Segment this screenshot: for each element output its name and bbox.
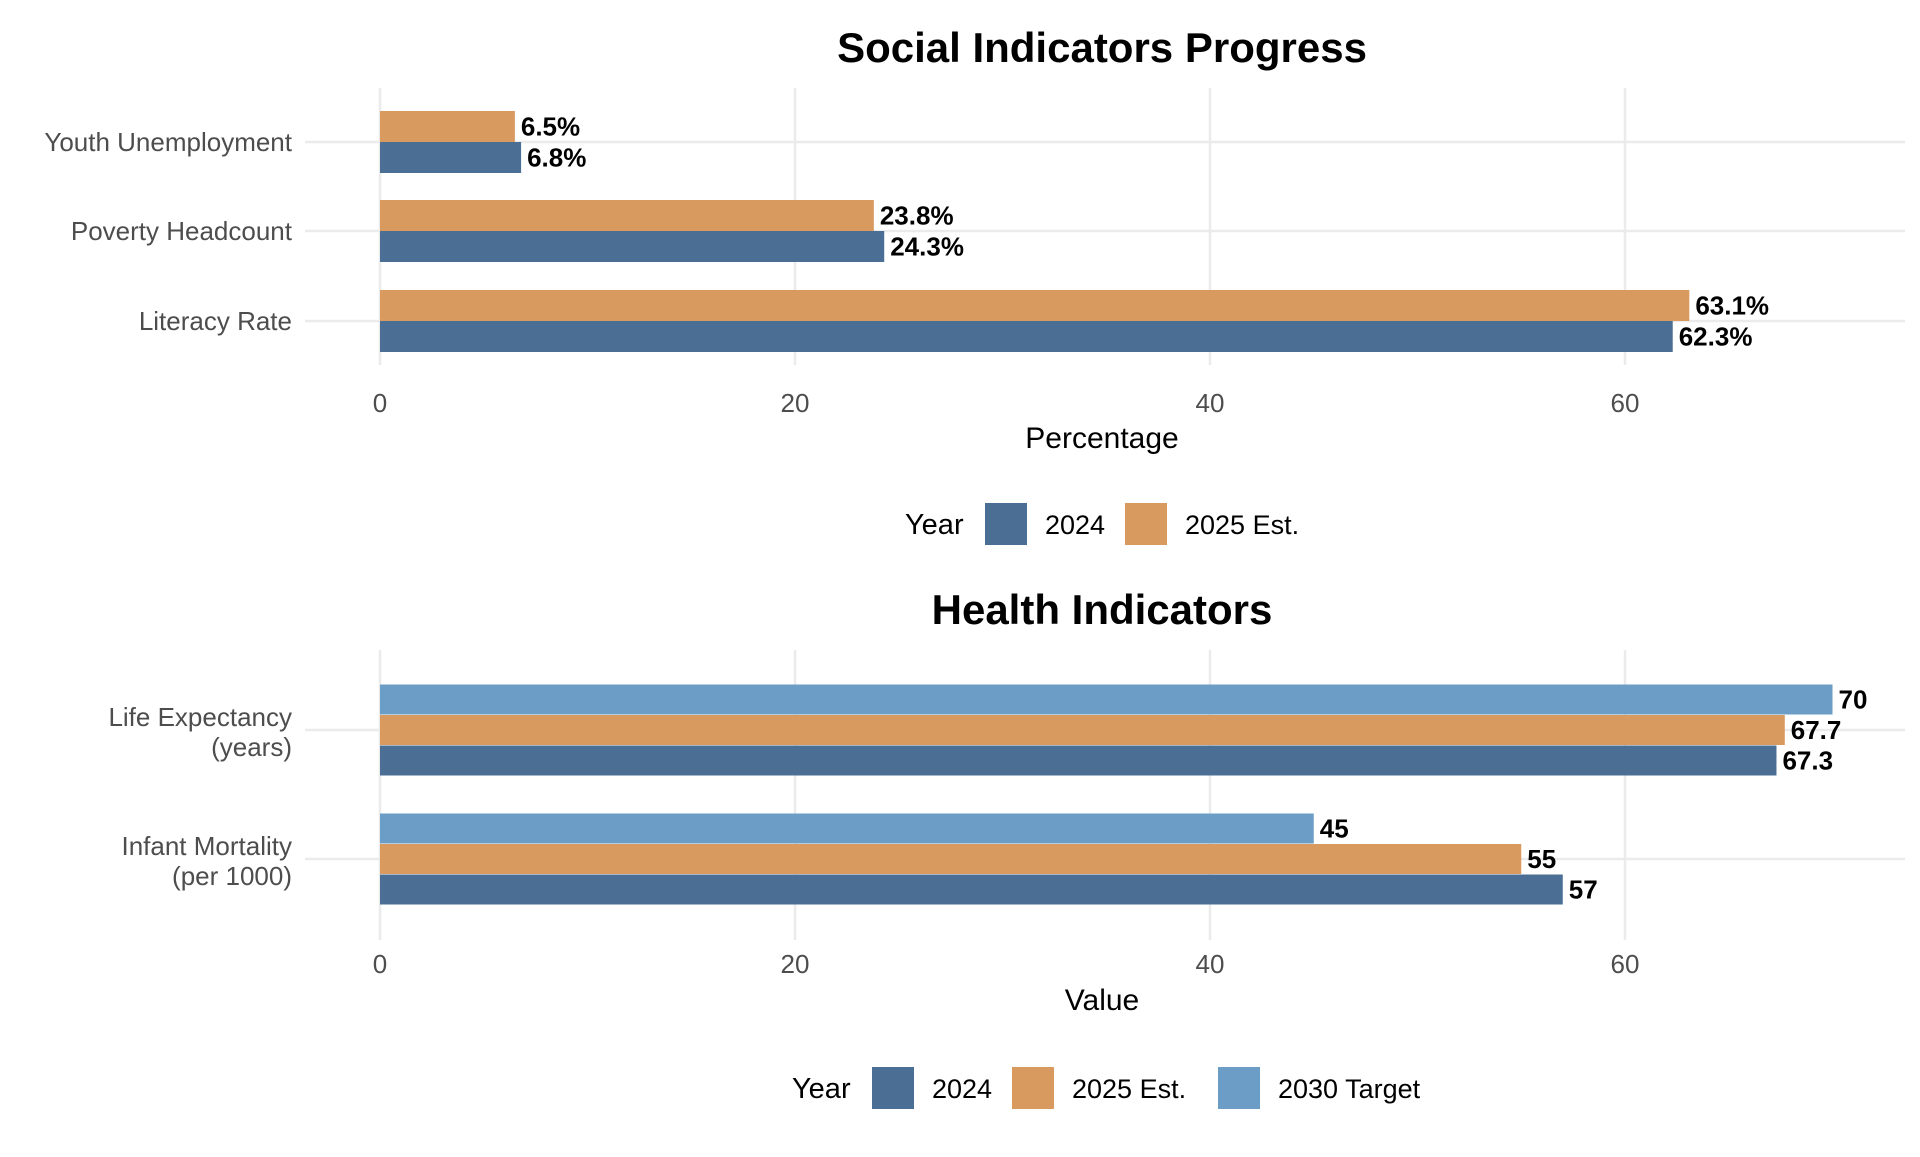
x-tick-label: 40 bbox=[1196, 949, 1225, 979]
bar bbox=[380, 231, 885, 262]
data-label: 6.5% bbox=[521, 112, 580, 142]
category-label: Youth Unemployment bbox=[44, 127, 292, 157]
bar bbox=[380, 874, 1563, 905]
data-label: 67.7 bbox=[1791, 715, 1842, 745]
data-label: 23.8% bbox=[880, 201, 954, 231]
legend-label: 2030 Target bbox=[1278, 1074, 1421, 1104]
category-label: Infant Mortality bbox=[121, 831, 292, 861]
bar bbox=[380, 142, 522, 173]
category-label: Poverty Headcount bbox=[71, 216, 293, 246]
data-label: 6.8% bbox=[527, 143, 586, 173]
data-label: 45 bbox=[1320, 814, 1349, 844]
bar bbox=[380, 844, 1522, 874]
x-tick-label: 60 bbox=[1611, 388, 1640, 418]
x-tick-label: 40 bbox=[1196, 388, 1225, 418]
category-label: (years) bbox=[211, 732, 292, 762]
data-label: 67.3 bbox=[1782, 746, 1833, 776]
data-label: 70 bbox=[1839, 685, 1868, 715]
x-tick-label: 0 bbox=[373, 388, 387, 418]
legend-label: 2024 bbox=[932, 1074, 992, 1104]
data-label: 63.1% bbox=[1695, 291, 1769, 321]
x-tick-label: 60 bbox=[1611, 949, 1640, 979]
legend-swatch bbox=[985, 503, 1027, 545]
legend-label: 2024 bbox=[1045, 510, 1105, 540]
bar bbox=[380, 290, 1690, 321]
bar bbox=[380, 111, 515, 142]
category-label: (per 1000) bbox=[172, 861, 292, 891]
bar bbox=[380, 813, 1314, 844]
x-tick-label: 0 bbox=[373, 949, 387, 979]
bar bbox=[380, 684, 1833, 715]
x-axis-title: Percentage bbox=[1025, 422, 1178, 455]
bar bbox=[380, 745, 1777, 776]
chart-title: Health Indicators bbox=[932, 586, 1273, 633]
category-label: Literacy Rate bbox=[139, 306, 292, 336]
data-label: 57 bbox=[1569, 875, 1598, 905]
legend-title: Year bbox=[905, 509, 964, 541]
legend-swatch bbox=[872, 1067, 914, 1109]
category-label: Life Expectancy bbox=[108, 702, 292, 732]
legend-swatch bbox=[1125, 503, 1167, 545]
legend-label: 2025 Est. bbox=[1072, 1074, 1186, 1104]
bar bbox=[380, 715, 1785, 745]
legend-title: Year bbox=[792, 1073, 851, 1105]
bar bbox=[380, 200, 874, 231]
data-label: 62.3% bbox=[1679, 322, 1753, 352]
x-axis-title: Value bbox=[1065, 984, 1140, 1017]
bar bbox=[380, 321, 1673, 352]
x-tick-label: 20 bbox=[781, 388, 810, 418]
data-label: 55 bbox=[1527, 844, 1556, 874]
legend-swatch bbox=[1218, 1067, 1260, 1109]
legend-swatch bbox=[1012, 1067, 1054, 1109]
chart-title: Social Indicators Progress bbox=[837, 24, 1367, 71]
legend-label: 2025 Est. bbox=[1185, 510, 1299, 540]
data-label: 24.3% bbox=[890, 232, 964, 262]
x-tick-label: 20 bbox=[781, 949, 810, 979]
